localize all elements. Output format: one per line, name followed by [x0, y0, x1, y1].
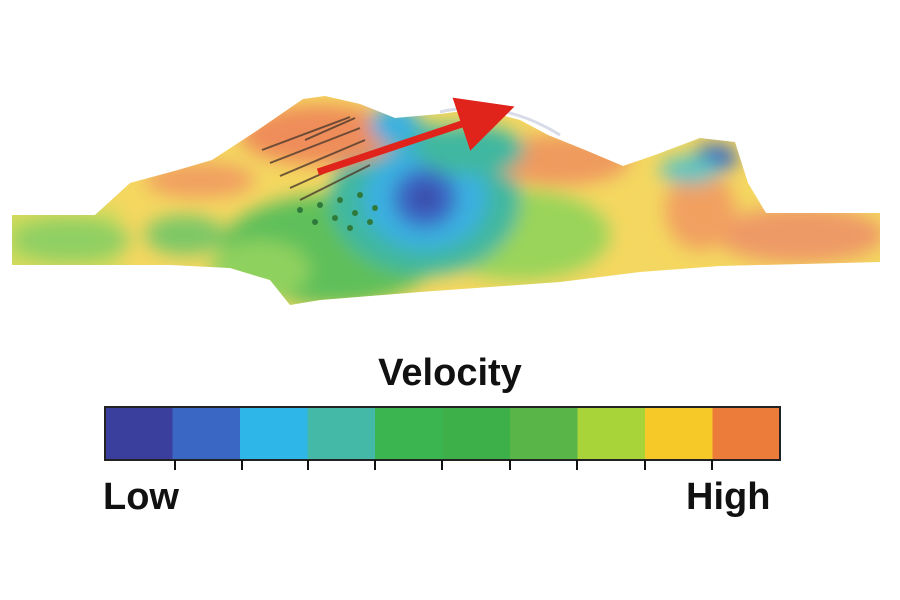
- color-scale-swatch: [105, 407, 173, 460]
- movement-arrow: [316, 97, 515, 176]
- color-scale-swatch: [645, 407, 713, 460]
- color-scale-swatch: [577, 407, 646, 460]
- color-scale-swatch: [240, 407, 308, 460]
- vector-dots: [297, 192, 378, 231]
- color-scale-swatch: [510, 407, 578, 460]
- legend-high-label: High: [686, 476, 771, 518]
- color-scale-bar: [105, 407, 781, 460]
- color-scale-ticks: [174, 460, 713, 470]
- color-scale-swatch: [307, 407, 376, 460]
- slope-velocity-field: [12, 96, 880, 305]
- legend-low-label: Low: [103, 476, 179, 518]
- legend-title: Velocity: [378, 352, 522, 394]
- color-scale-swatch: [442, 407, 511, 460]
- color-scale-swatch: [375, 407, 443, 460]
- color-scale-swatch: [712, 407, 781, 460]
- color-scale-swatch: [172, 407, 241, 460]
